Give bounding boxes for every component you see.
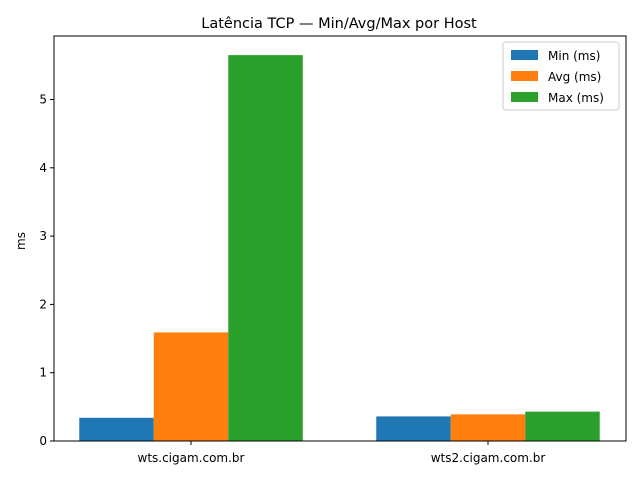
bar-min-ms-1 — [376, 416, 451, 441]
legend: Min (ms) Avg (ms) Max (ms) — [502, 41, 620, 111]
bar-max-ms-1 — [525, 411, 600, 441]
x-tick-label-1: wts2.cigam.com.br — [431, 451, 546, 465]
legend-label-0: Min (ms) — [548, 49, 600, 63]
y-tick-label-2: 2 — [39, 297, 47, 311]
y-tick-label-3: 3 — [39, 229, 47, 243]
y-tick-label-0: 0 — [39, 434, 47, 448]
bar-max-ms-0 — [228, 55, 303, 442]
legend-label-1: Avg (ms) — [548, 70, 601, 84]
legend-label-2: Max (ms) — [548, 91, 604, 105]
legend-swatch-0 — [511, 50, 538, 60]
y-tick-label-1: 1 — [39, 366, 47, 380]
bar-avg-ms-0 — [153, 332, 229, 441]
plot-area: 0 1 2 3 4 5 wts.cigam.com.br wts2.cigam.com.br — [39, 35, 627, 465]
legend-swatch-1 — [511, 71, 538, 81]
y-tick-label-4: 4 — [39, 161, 47, 175]
chart-title: Latência TCP — Min/Avg/Max por Host — [201, 16, 477, 32]
plot-frame — [53, 35, 627, 442]
y-axis-label: ms — [14, 232, 28, 250]
bar-min-ms-0 — [79, 417, 154, 441]
bar-avg-ms-1 — [450, 414, 526, 441]
x-tick-label-0: wts.cigam.com.br — [138, 451, 245, 465]
legend-swatch-2 — [511, 92, 538, 102]
y-tick-label-5: 5 — [39, 93, 47, 107]
